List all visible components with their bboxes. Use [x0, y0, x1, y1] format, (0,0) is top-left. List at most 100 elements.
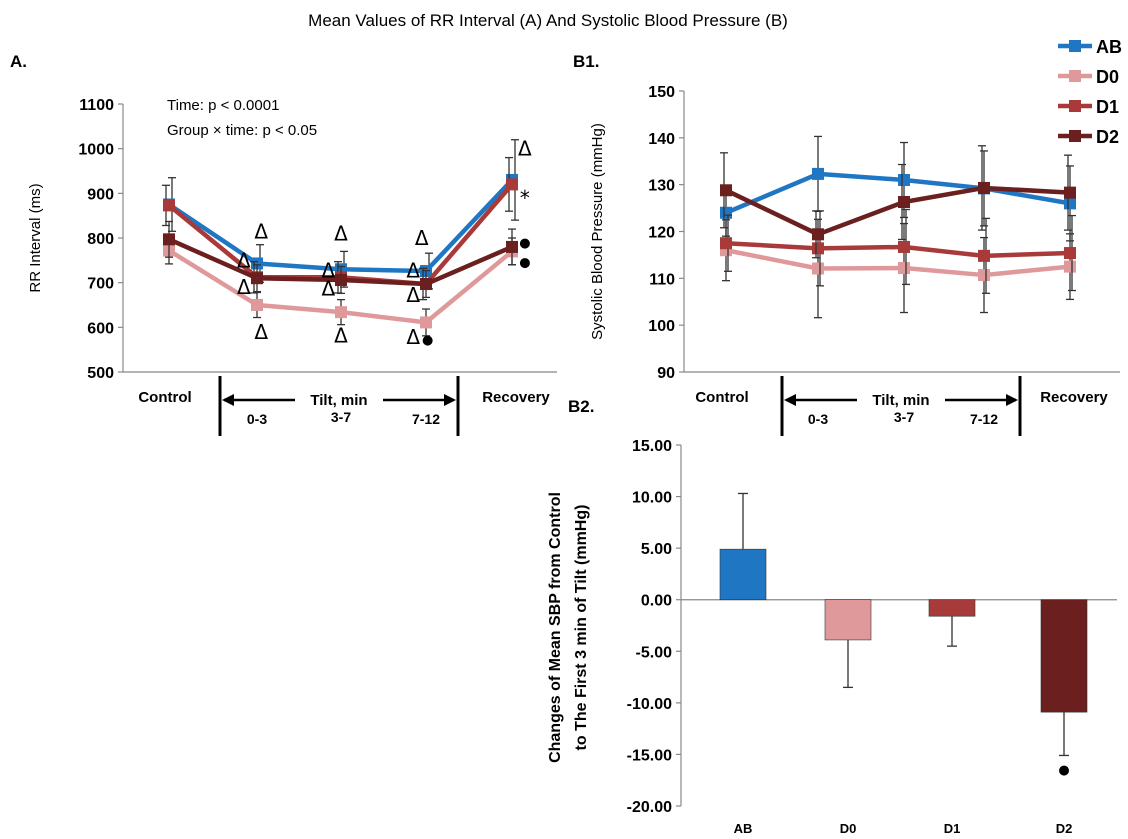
- tilt-arrowhead-right: [1006, 394, 1018, 406]
- x-tick-label: 0-3: [808, 411, 828, 427]
- data-point: [506, 240, 518, 253]
- data-point: [335, 306, 347, 319]
- data-point: [1064, 186, 1076, 199]
- data-point: [898, 262, 910, 275]
- x-tick-label: D0: [840, 821, 857, 836]
- data-point: [720, 206, 732, 219]
- data-point: [420, 278, 432, 291]
- y-tick-label: 900: [87, 186, 114, 203]
- tilt-arrowhead-left: [222, 394, 234, 406]
- data-point: [812, 242, 824, 255]
- data-point: [335, 273, 347, 286]
- x-tick-label: 0-3: [247, 411, 267, 427]
- data-point: [420, 316, 432, 329]
- bar-d0: [824, 599, 872, 641]
- y-tick-label: 90: [657, 365, 675, 382]
- x-tick-label: D1: [944, 821, 961, 836]
- data-point: [1064, 247, 1076, 260]
- significance-marker: Δ: [254, 320, 268, 344]
- panel-label: B2.: [568, 397, 594, 416]
- panel-label: A.: [10, 52, 27, 71]
- x-phase-label-recovery: Recovery: [482, 389, 550, 406]
- y-tick-label: 800: [87, 231, 114, 248]
- panel-label: B1.: [573, 52, 599, 71]
- x-tick-label: 7-12: [412, 411, 440, 427]
- x-phase-label-control: Control: [138, 389, 191, 406]
- y-tick-label: 130: [648, 178, 675, 195]
- data-point: [812, 167, 824, 180]
- x-tick-label: 3-7: [894, 409, 914, 425]
- y-axis-label: RR Interval (ms): [27, 183, 44, 292]
- tilt-label: Tilt, min: [310, 392, 367, 409]
- y-tick-label: -5.00: [636, 644, 673, 661]
- data-point: [163, 199, 175, 212]
- legend-label-d1: D1: [1096, 97, 1119, 117]
- legend-swatch-marker: [1069, 70, 1081, 82]
- y-tick-label: 150: [648, 84, 675, 101]
- y-tick-label: 500: [87, 365, 114, 382]
- data-point: [898, 195, 910, 208]
- significance-marker: Δ: [406, 283, 420, 307]
- tilt-arrowhead-left: [784, 394, 796, 406]
- y-tick-label: 10.00: [632, 490, 672, 507]
- bar-ab: [719, 548, 767, 601]
- data-point: [1064, 197, 1076, 210]
- y-tick-label: 1000: [78, 142, 114, 159]
- series-d2: [720, 145, 1076, 259]
- y-tick-label: 1100: [79, 97, 114, 114]
- y-tick-label: -15.00: [627, 747, 672, 764]
- significance-marker: Δ: [237, 248, 251, 272]
- data-point: [163, 233, 175, 246]
- y-axis-label: Systolic Blood Pressure (mmHg): [589, 123, 606, 340]
- y-tick-label: -10.00: [627, 696, 672, 713]
- panel-b1-systolic-bp: B1. 90 100 110 120 130 140 150 Systolic Blood Pr…: [573, 52, 1120, 436]
- tilt-label: Tilt, min: [872, 392, 929, 409]
- y-tick-label: 15.00: [632, 438, 672, 455]
- data-point: [506, 178, 518, 191]
- significance-marker: Δ: [518, 137, 532, 161]
- y-tick-label: 120: [648, 225, 675, 242]
- panel-b2-sbp-change: B2. 15.00 10.00 5.00 0.00 -5.00 -10.00 -15.00 -2…: [547, 397, 1117, 836]
- legend-swatch-marker: [1069, 100, 1081, 112]
- data-point: [978, 249, 990, 262]
- figure-title: Mean Values of RR Interval (A) And Systo…: [308, 11, 788, 30]
- significance-marker: Δ: [406, 259, 420, 283]
- data-point: [251, 272, 263, 285]
- series-ab: [720, 135, 1076, 242]
- significance-marker: Δ: [322, 259, 336, 283]
- bar-d2: [1040, 599, 1088, 713]
- y-tick-label: 700: [87, 276, 114, 293]
- x-phase-label-recovery: Recovery: [1040, 389, 1108, 406]
- legend-label-ab: AB: [1096, 37, 1122, 57]
- x-tick-label: 3-7: [331, 409, 351, 425]
- legend-swatch-marker: [1069, 40, 1081, 52]
- tilt-arrowhead-right: [444, 394, 456, 406]
- data-point: [1064, 260, 1076, 273]
- significance-marker: ●: [422, 333, 433, 348]
- significance-marker: Δ: [254, 219, 268, 243]
- annotation: Time: p < 0.0001: [167, 97, 279, 114]
- x-tick-label: 7-12: [970, 411, 998, 427]
- series-d2: [163, 220, 518, 299]
- significance-marker: Δ: [322, 276, 336, 300]
- significance-marker: Δ: [415, 226, 429, 250]
- significance-marker: Δ: [334, 323, 348, 347]
- y-tick-label: 140: [648, 131, 675, 148]
- y-tick-label: 100: [648, 318, 675, 335]
- panel-a-rr-interval: A. 500 600 700 800 900 1000 1100 RR Interval (ms…: [10, 52, 557, 436]
- significance-marker: ●: [1058, 763, 1069, 778]
- legend-swatch-marker: [1069, 130, 1081, 142]
- data-point: [898, 173, 910, 186]
- bar-d1: [928, 599, 976, 617]
- legend-label-d2: D2: [1096, 127, 1119, 147]
- y-axis-label-line1: Changes of Mean SBP from Control: [547, 492, 564, 763]
- y-tick-label: 5.00: [641, 541, 672, 558]
- y-axis-label-line2: to The First 3 min of Tilt (mmHg): [573, 505, 590, 751]
- significance-marker: Δ: [406, 325, 420, 349]
- y-tick-label: 600: [87, 320, 114, 337]
- legend: AB D0 D1 D2: [1058, 37, 1122, 147]
- series-d1: [720, 208, 1076, 294]
- data-point: [978, 181, 990, 194]
- data-point: [720, 237, 732, 250]
